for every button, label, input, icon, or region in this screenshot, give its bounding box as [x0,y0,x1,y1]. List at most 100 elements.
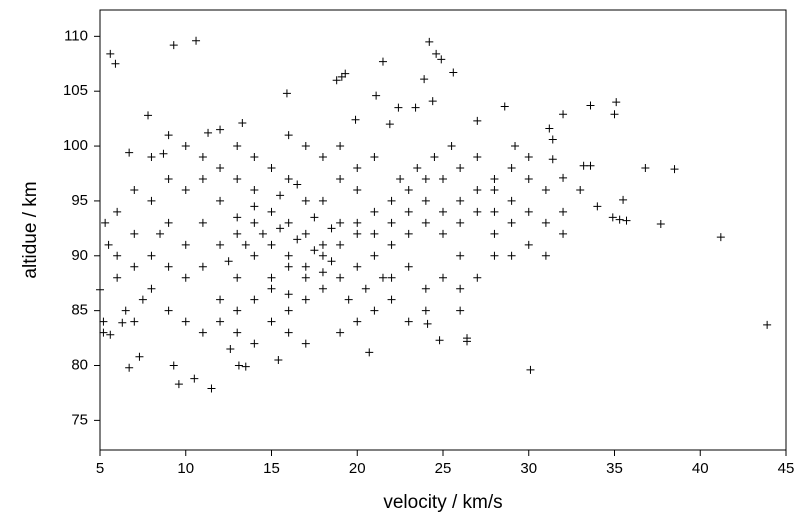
data-point [473,116,482,125]
data-point [524,240,533,249]
data-point [276,224,285,233]
data-point [353,229,362,238]
data-point [241,240,250,249]
data-point [233,273,242,282]
data-point [301,273,310,282]
data-point [99,328,108,337]
data-point [370,207,379,216]
data-point [233,142,242,151]
data-point [284,251,293,260]
data-point [579,161,588,170]
data-point [716,233,725,242]
data-point [622,216,631,225]
data-point [344,295,353,304]
data-point [318,268,327,277]
data-point [327,224,336,233]
data-point [301,262,310,271]
data-point [353,262,362,271]
data-point [318,284,327,293]
data-point [336,142,345,151]
data-point [593,202,602,211]
data-point [541,251,550,260]
data-point [404,185,413,194]
data-point [507,218,516,227]
data-point [233,174,242,183]
data-point [435,336,444,345]
data-point [181,273,190,282]
data-point [234,361,243,370]
data-point [608,213,617,222]
data-point [327,257,336,266]
data-point [164,306,173,315]
data-point [353,164,362,173]
data-point [250,202,259,211]
data-point [559,110,568,119]
data-point [169,41,178,50]
data-point [385,120,394,129]
data-point [99,317,108,326]
data-point [545,124,554,133]
data-point [318,240,327,249]
data-point [421,306,430,315]
data-point [490,185,499,194]
data-point [619,195,628,204]
data-point [169,361,178,370]
data-point [353,218,362,227]
data-point [130,317,139,326]
data-point [370,153,379,162]
data-point [541,218,550,227]
data-point [378,57,387,66]
data-point [490,207,499,216]
data-point [318,153,327,162]
data-point [198,153,207,162]
data-point [365,348,374,357]
data-point [135,352,144,361]
data-point [159,149,168,158]
data-point [430,153,439,162]
data-point [284,218,293,227]
data-point [267,284,276,293]
data-point [337,72,346,81]
x-tick-label: 35 [606,460,623,477]
data-point [507,196,516,205]
data-point [370,229,379,238]
data-point [310,213,319,222]
data-point [164,218,173,227]
data-point [156,229,165,238]
data-point [437,55,446,64]
x-axis-label: velocity / km/s [383,492,502,513]
data-point [284,262,293,271]
data-point [526,365,535,374]
data-point [387,295,396,304]
data-point [336,240,345,249]
data-point [387,240,396,249]
data-point [456,284,465,293]
y-tick-label: 80 [71,356,88,373]
data-point [490,251,499,260]
data-point [190,374,199,383]
data-point [500,102,509,111]
data-point [351,115,360,124]
data-point [250,295,259,304]
data-point [421,174,430,183]
data-point [267,273,276,282]
data-point [216,196,225,205]
data-point [507,164,516,173]
data-point [138,295,147,304]
data-point [147,284,156,293]
data-point [548,135,557,144]
y-tick-label: 85 [71,302,88,319]
data-point [301,339,310,348]
data-point [404,229,413,238]
y-tick-label: 100 [63,137,88,154]
data-point [361,284,370,293]
data-point [670,165,679,174]
data-point [181,317,190,326]
data-point [301,142,310,151]
data-point [473,185,482,194]
y-tick-label: 75 [71,411,88,428]
data-point [423,319,432,328]
data-point [641,164,650,173]
data-point [394,103,403,112]
